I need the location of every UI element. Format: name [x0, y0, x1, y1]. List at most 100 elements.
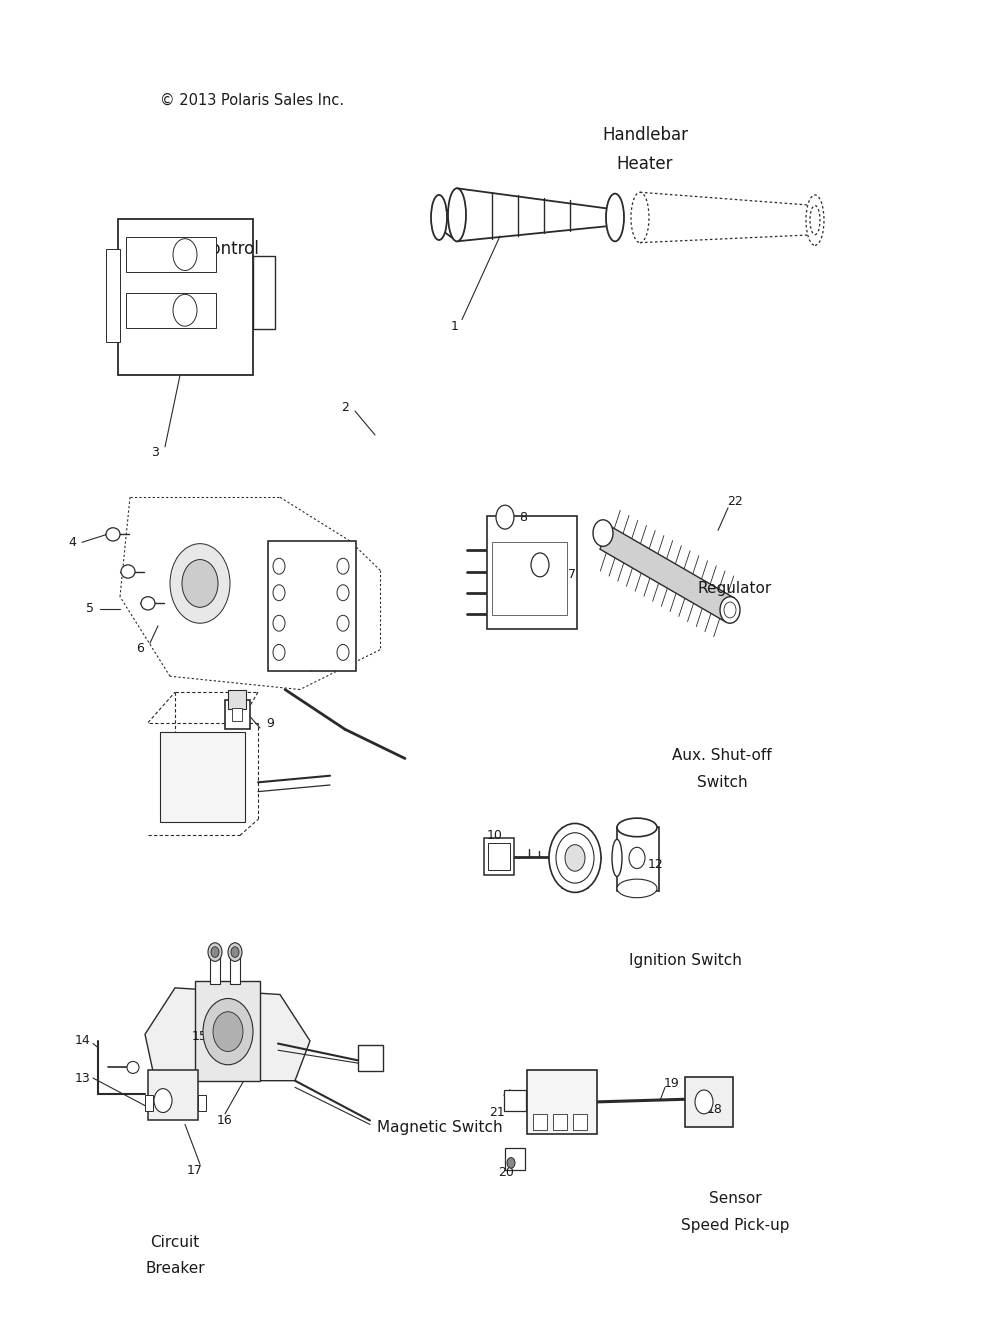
Bar [527, 1070, 597, 1134]
Text: 10: 10 [487, 829, 503, 842]
Bar [160, 732, 245, 822]
Bar [118, 219, 253, 375]
Circle shape [208, 943, 222, 961]
Text: 17: 17 [187, 1164, 203, 1177]
Text: Switch: Switch [697, 774, 747, 790]
Ellipse shape [617, 879, 657, 898]
Circle shape [556, 833, 594, 883]
Bar [145, 1095, 153, 1111]
Bar [487, 516, 577, 629]
Bar [126, 293, 216, 328]
Text: 3: 3 [151, 446, 159, 459]
Bar [358, 1045, 383, 1071]
Text: Circuit: Circuit [150, 1235, 200, 1250]
Text: Aux. Shut-off: Aux. Shut-off [672, 748, 772, 764]
Circle shape [337, 558, 349, 574]
Text: 8: 8 [519, 511, 527, 524]
Ellipse shape [431, 195, 447, 240]
Text: 21: 21 [489, 1106, 505, 1119]
Bar [492, 542, 567, 615]
Ellipse shape [448, 188, 466, 241]
Text: 9: 9 [266, 717, 274, 731]
Circle shape [173, 239, 197, 271]
Bar [573, 1114, 587, 1130]
Bar [685, 1077, 733, 1127]
Circle shape [496, 505, 514, 529]
Text: Handlebar: Handlebar [602, 126, 688, 145]
Bar [504, 1090, 526, 1111]
Bar [484, 838, 514, 875]
Ellipse shape [617, 818, 657, 837]
Circle shape [507, 1158, 515, 1168]
Text: 18: 18 [707, 1103, 723, 1116]
Text: 11: 11 [564, 842, 580, 855]
Text: 15: 15 [192, 1030, 208, 1044]
Bar [617, 827, 659, 891]
Text: 12: 12 [648, 858, 664, 871]
Circle shape [565, 845, 585, 871]
Bar [106, 249, 120, 342]
Circle shape [593, 520, 613, 546]
Bar [225, 700, 250, 729]
Text: 7: 7 [568, 568, 576, 581]
Bar [195, 981, 260, 1081]
Circle shape [720, 597, 740, 623]
Text: Ignition Switch: Ignition Switch [629, 952, 741, 968]
Bar [232, 708, 242, 721]
Ellipse shape [631, 192, 649, 243]
Bar [533, 1114, 547, 1130]
Text: 5: 5 [86, 602, 94, 615]
Circle shape [182, 560, 218, 607]
Circle shape [228, 943, 242, 961]
Ellipse shape [806, 195, 824, 245]
Text: 6: 6 [136, 642, 144, 655]
Text: 16: 16 [217, 1114, 233, 1127]
Polygon shape [600, 525, 734, 622]
Circle shape [695, 1090, 713, 1114]
Text: Heater: Heater [617, 155, 673, 174]
Ellipse shape [141, 597, 155, 610]
Circle shape [231, 947, 239, 957]
Bar [230, 957, 240, 984]
Circle shape [531, 553, 549, 577]
Ellipse shape [606, 194, 624, 241]
Circle shape [203, 998, 253, 1065]
Bar [505, 1148, 525, 1170]
Text: 1: 1 [451, 320, 459, 333]
Bar [488, 843, 510, 870]
Text: Magnetic Switch: Magnetic Switch [377, 1119, 503, 1135]
Circle shape [337, 585, 349, 601]
Bar [210, 957, 220, 984]
Circle shape [273, 644, 285, 660]
Circle shape [173, 294, 197, 326]
Text: 20: 20 [498, 1166, 514, 1179]
Text: 2: 2 [341, 400, 349, 414]
Circle shape [337, 615, 349, 631]
Circle shape [337, 644, 349, 660]
Circle shape [170, 544, 230, 623]
Bar [228, 690, 246, 709]
Circle shape [211, 947, 219, 957]
Bar [553, 1114, 567, 1130]
Bar [148, 1070, 198, 1120]
Text: Sensor: Sensor [709, 1191, 761, 1207]
Bar [126, 237, 216, 272]
Text: 4: 4 [68, 536, 76, 549]
Circle shape [273, 558, 285, 574]
Text: 22: 22 [727, 495, 743, 508]
Ellipse shape [612, 839, 622, 876]
Text: 14: 14 [75, 1034, 91, 1048]
Text: Regulator: Regulator [698, 581, 772, 597]
Ellipse shape [127, 1061, 139, 1074]
Circle shape [154, 1089, 172, 1113]
Bar [198, 1095, 206, 1111]
Ellipse shape [106, 528, 120, 541]
Circle shape [629, 847, 645, 869]
Text: 13: 13 [75, 1071, 91, 1085]
Ellipse shape [810, 206, 820, 235]
Text: LH Control: LH Control [172, 240, 258, 259]
Text: © 2013 Polaris Sales Inc.: © 2013 Polaris Sales Inc. [160, 93, 344, 109]
Circle shape [213, 1012, 243, 1052]
Circle shape [724, 602, 736, 618]
Ellipse shape [121, 565, 135, 578]
